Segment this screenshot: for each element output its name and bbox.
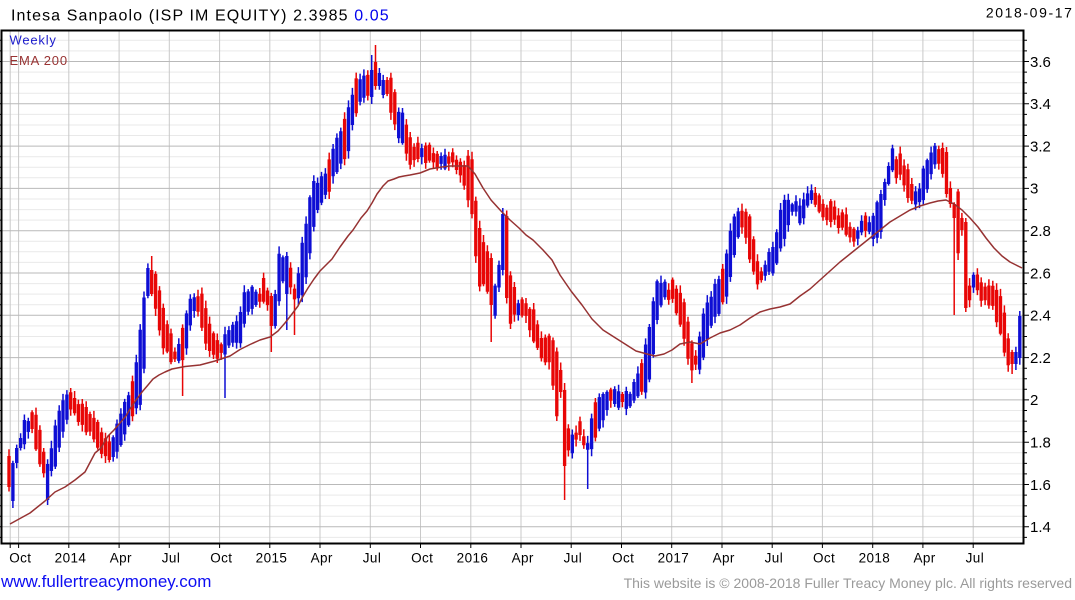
svg-text:Apr: Apr [110,551,132,566]
svg-text:Apr: Apr [913,551,935,566]
svg-text:2016: 2016 [457,551,489,566]
svg-text:This website is © 2008-2018 Fu: This website is © 2008-2018 Fuller Treac… [624,575,1072,591]
svg-text:EMA 200: EMA 200 [10,53,68,68]
svg-text:2.6: 2.6 [1030,265,1051,282]
svg-text:Oct: Oct [612,551,634,566]
svg-text:1.8: 1.8 [1030,435,1051,452]
svg-text:3.6: 3.6 [1030,54,1051,71]
svg-text:2.2: 2.2 [1030,350,1051,367]
svg-text:Oct: Oct [210,551,232,566]
svg-text:Oct: Oct [813,551,835,566]
svg-text:1.6: 1.6 [1030,477,1051,494]
svg-text:Weekly: Weekly [10,33,57,48]
svg-text:Oct: Oct [9,551,31,566]
svg-text:Jul: Jul [162,551,180,566]
svg-text:Apr: Apr [713,551,735,566]
svg-text:1.4: 1.4 [1030,519,1051,536]
svg-text:2018: 2018 [859,551,891,566]
svg-text:www.fullertreacymoney.com: www.fullertreacymoney.com [0,572,211,591]
svg-text:2018-09-17: 2018-09-17 [986,5,1074,21]
svg-text:3.2: 3.2 [1030,138,1051,155]
svg-text:Jul: Jul [564,551,582,566]
svg-text:Apr: Apr [512,551,534,566]
svg-text:2: 2 [1030,392,1038,409]
svg-text:Apr: Apr [311,551,333,566]
svg-text:Oct: Oct [411,551,433,566]
svg-text:3.4: 3.4 [1030,96,1051,113]
svg-text:Intesa Sanpaolo (ISP IM EQUITY: Intesa Sanpaolo (ISP IM EQUITY) 2.3985 0… [11,8,390,25]
svg-text:Jul: Jul [966,551,984,566]
svg-text:2.4: 2.4 [1030,308,1051,325]
svg-text:Jul: Jul [765,551,783,566]
svg-text:3: 3 [1030,181,1038,198]
svg-text:2015: 2015 [256,551,288,566]
svg-text:2014: 2014 [55,551,87,566]
svg-text:Jul: Jul [363,551,381,566]
svg-text:2.8: 2.8 [1030,223,1051,240]
svg-text:2017: 2017 [658,551,690,566]
